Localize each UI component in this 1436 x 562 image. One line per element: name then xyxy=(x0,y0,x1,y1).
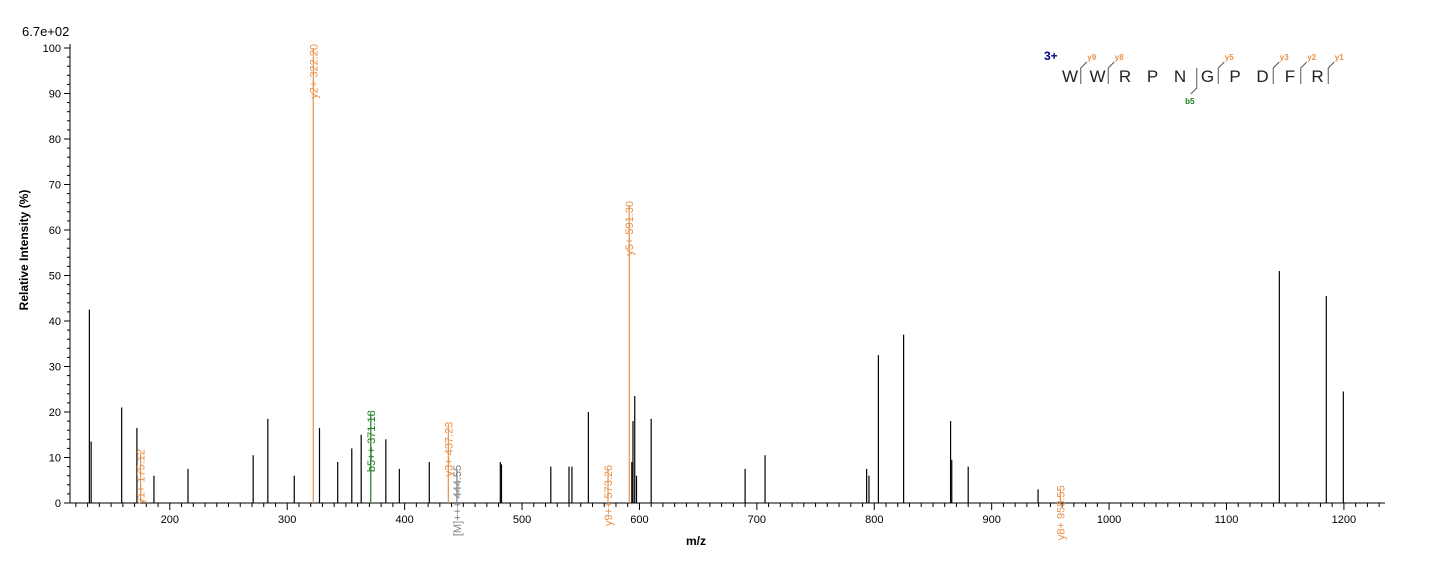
precursor-charge-label: 3+ xyxy=(1044,49,1058,63)
x-tick-label: 200 xyxy=(161,514,179,526)
x-tick-label: 500 xyxy=(513,514,531,526)
sequence-residue: N xyxy=(1174,67,1186,86)
y-fragment-label: y2 xyxy=(1307,53,1316,62)
y-axis-title: Relative Intensity (%) xyxy=(17,190,31,311)
peak-annotation-label: y2+ 322.20 xyxy=(308,44,320,99)
sequence-residue: R xyxy=(1311,67,1323,86)
y-fragment-marker xyxy=(1327,61,1335,84)
axes-layer: 200 300 400 500 600 700 800 900 1000 1100 1200 0 10 2… xyxy=(43,43,1385,526)
sequence-residue: W xyxy=(1089,67,1105,86)
y-fragment-marker xyxy=(1272,61,1280,84)
peaks-layer xyxy=(88,48,1344,503)
y-tick-label: 90 xyxy=(49,89,61,101)
y-tick-label: 30 xyxy=(49,362,61,374)
y-tick-label: 100 xyxy=(43,43,61,55)
y-fragment-label: y5 xyxy=(1225,53,1234,62)
y-fragment-marker xyxy=(1107,61,1115,84)
y-tick-label: 70 xyxy=(49,180,61,192)
sequence-residue: W xyxy=(1062,67,1078,86)
x-tick-label: 1000 xyxy=(1097,514,1121,526)
sequence-residue: G xyxy=(1201,67,1214,86)
intensity-scale-label: 6.7e+02 xyxy=(22,24,69,39)
x-tick-label: 400 xyxy=(395,514,413,526)
peak-annotation-label: y1+ 175.12 xyxy=(136,449,148,504)
x-tick-label: 600 xyxy=(630,514,648,526)
sequence-residue: D xyxy=(1256,67,1268,86)
peak-annotation-label: y8+ 958.55 xyxy=(1055,485,1067,540)
sequence-residue: R xyxy=(1119,67,1131,86)
sequence-residue: F xyxy=(1285,67,1295,86)
peak-labels-layer: y1+ 175.12 y2+ 322.20 b5++ 371.18 y3+ 437.2… xyxy=(136,44,1068,540)
y-fragment-label: y9 xyxy=(1087,53,1096,62)
x-tick-label: 900 xyxy=(982,514,1000,526)
sequence-residue: P xyxy=(1229,67,1240,86)
y-fragment-marker xyxy=(1080,61,1088,84)
y-fragment-marker xyxy=(1300,61,1308,84)
sequence-residue: P xyxy=(1147,67,1158,86)
y-fragment-label: y8 xyxy=(1115,53,1124,62)
y-fragment-label: y1 xyxy=(1335,53,1344,62)
peak-annotation-label: b5++ 371.18 xyxy=(366,410,378,472)
y-fragment-marker xyxy=(1217,61,1225,84)
b-fragment-label: b5 xyxy=(1185,97,1195,106)
peak-annotation-label: y3+ 437.23 xyxy=(443,422,455,477)
y-tick-label: 80 xyxy=(49,134,61,146)
x-tick-label: 300 xyxy=(278,514,296,526)
y-tick-label: 60 xyxy=(49,225,61,237)
y-tick-label: 40 xyxy=(49,316,61,328)
y-tick-label: 20 xyxy=(49,407,61,419)
x-tick-label: 1200 xyxy=(1332,514,1356,526)
x-tick-label: 1100 xyxy=(1215,514,1239,526)
y-fragment-label: y3 xyxy=(1280,53,1289,62)
y-tick-label: 10 xyxy=(49,453,61,465)
b-fragment-marker xyxy=(1190,68,1198,95)
peak-annotation-label: y9++ 573.26 xyxy=(603,465,615,526)
y-tick-label: 0 xyxy=(55,498,61,510)
x-tick-label: 700 xyxy=(748,514,766,526)
peak-annotation-label: y5+ 591.30 xyxy=(624,201,636,256)
y-tick-label: 50 xyxy=(49,271,61,283)
peak-annotation-label: [M]+++ 444.55 xyxy=(452,465,464,536)
x-tick-label: 800 xyxy=(865,514,883,526)
x-axis-title: m/z xyxy=(686,534,706,548)
